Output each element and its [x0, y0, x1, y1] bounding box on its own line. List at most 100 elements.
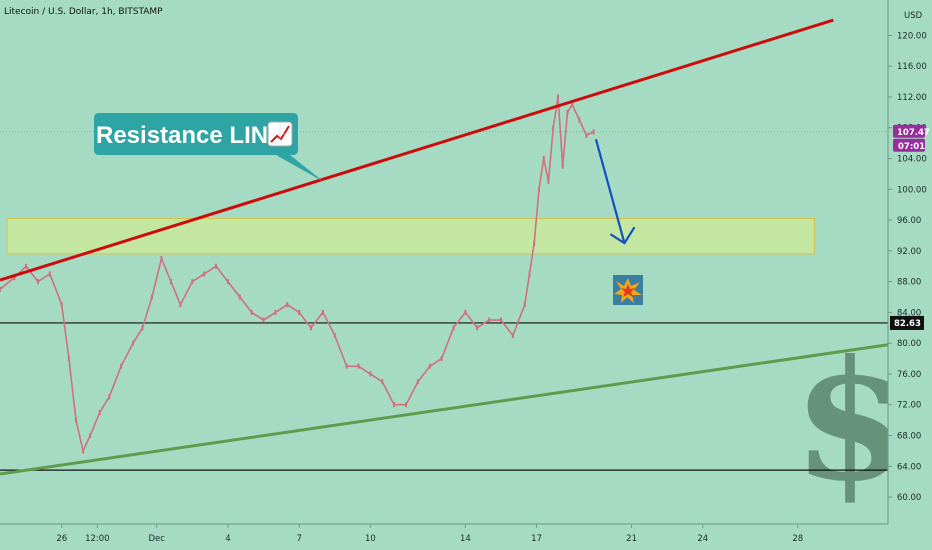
- price-axis-panel: [888, 0, 932, 550]
- price-point: [203, 271, 206, 277]
- last-price-value: 107.47: [897, 128, 930, 138]
- price-point: [578, 117, 581, 123]
- price-point: [416, 379, 419, 385]
- price-point: [141, 325, 144, 331]
- price-point: [108, 394, 111, 400]
- price-point: [552, 125, 555, 131]
- price-point: [452, 325, 455, 331]
- price-point: [333, 332, 336, 338]
- x-tick-label: 21: [626, 534, 637, 544]
- price-point: [571, 102, 574, 108]
- price-point: [464, 309, 467, 315]
- x-tick-label: 26: [56, 534, 67, 544]
- currency-label: USD: [904, 11, 923, 21]
- support-level-value: 82.63: [894, 319, 921, 329]
- x-tick-label: 28: [792, 534, 803, 544]
- resistance-callout: Resistance LINE: [94, 113, 324, 182]
- y-tick-label: 92.00: [897, 247, 921, 257]
- y-tick-label: 68.00: [897, 432, 921, 442]
- price-point: [369, 371, 372, 377]
- callout-label: Resistance LINE: [96, 122, 284, 149]
- projection-arrow-head: [609, 226, 636, 245]
- chart-increasing-icon: [267, 121, 293, 147]
- y-tick-label: 60.00: [897, 493, 921, 503]
- price-point: [169, 279, 172, 285]
- price-point: [310, 325, 313, 331]
- y-tick-label: 84.00: [897, 308, 921, 318]
- y-tick-label: 120.00: [897, 31, 927, 41]
- y-tick-label: 100.00: [897, 185, 927, 195]
- price-point: [533, 240, 536, 246]
- price-point: [25, 263, 28, 269]
- resistance-line: [0, 18, 834, 282]
- x-tick-label: 4: [225, 534, 230, 544]
- x-tick-label: 24: [697, 534, 708, 544]
- projection-arrow: [594, 138, 626, 244]
- price-point: [13, 275, 16, 281]
- price-point: [440, 356, 443, 362]
- price-point: [238, 294, 241, 300]
- price-point: [523, 302, 526, 308]
- price-point: [547, 179, 550, 185]
- price-point: [179, 302, 182, 308]
- price-point: [60, 302, 63, 308]
- price-point: [381, 379, 384, 385]
- price-point: [476, 325, 479, 331]
- x-tick-label: 17: [531, 534, 542, 544]
- price-point: [428, 363, 431, 369]
- price-point: [89, 433, 92, 439]
- price-point: [67, 356, 70, 362]
- y-tick-label: 64.00: [897, 462, 921, 472]
- y-tick-label: 88.00: [897, 278, 921, 288]
- price-point: [528, 271, 531, 277]
- price-point: [585, 132, 588, 138]
- price-point: [160, 256, 163, 262]
- price-point: [120, 363, 123, 369]
- price-point: [537, 186, 540, 192]
- price-point: [542, 156, 545, 162]
- price-point: [98, 409, 101, 415]
- price-point: [321, 309, 324, 315]
- y-tick-label: 80.00: [897, 339, 921, 349]
- price-point: [36, 279, 39, 285]
- price-point: [298, 309, 301, 315]
- x-tick-label: Dec: [148, 534, 165, 544]
- price-point: [488, 317, 491, 323]
- price-point: [191, 279, 194, 285]
- chart-title: Litecoin / U.S. Dollar, 1h, BITSTAMP: [4, 7, 163, 17]
- price-point: [250, 309, 253, 315]
- price-point: [131, 340, 134, 346]
- x-tick-label: 14: [460, 534, 471, 544]
- price-point: [345, 363, 348, 369]
- price-point: [82, 448, 85, 454]
- price-point: [274, 309, 277, 315]
- last-price-tag: 107.47 07:01: [893, 124, 930, 152]
- price-points: [0, 94, 595, 454]
- price-point: [0, 286, 1, 292]
- y-tick-label: 76.00: [897, 370, 921, 380]
- x-tick-label: 10: [365, 534, 376, 544]
- callout-bubble: [94, 113, 324, 182]
- support-level-tag: 82.63: [890, 315, 924, 330]
- price-point: [566, 109, 569, 115]
- price-point: [511, 332, 514, 338]
- support-zone: [6, 218, 815, 255]
- price-point: [226, 279, 229, 285]
- price-point: [499, 317, 502, 323]
- y-tick-label: 72.00: [897, 401, 921, 411]
- price-point: [405, 402, 408, 408]
- x-axis-ticks: 26 12:00 Dec 4 7 10 14 17 21 24 28: [56, 524, 803, 544]
- y-tick-label: 112.00: [897, 93, 927, 103]
- price-point: [556, 94, 559, 100]
- price-point: [393, 402, 396, 408]
- price-point: [48, 271, 51, 277]
- price-point: [150, 294, 153, 300]
- x-tick-label: 12:00: [85, 534, 110, 544]
- price-point: [262, 317, 265, 323]
- x-tick-label: 7: [296, 534, 301, 544]
- y-tick-label: 96.00: [897, 216, 921, 226]
- collision-icon: [613, 275, 643, 305]
- candle-countdown: 07:01: [898, 142, 925, 152]
